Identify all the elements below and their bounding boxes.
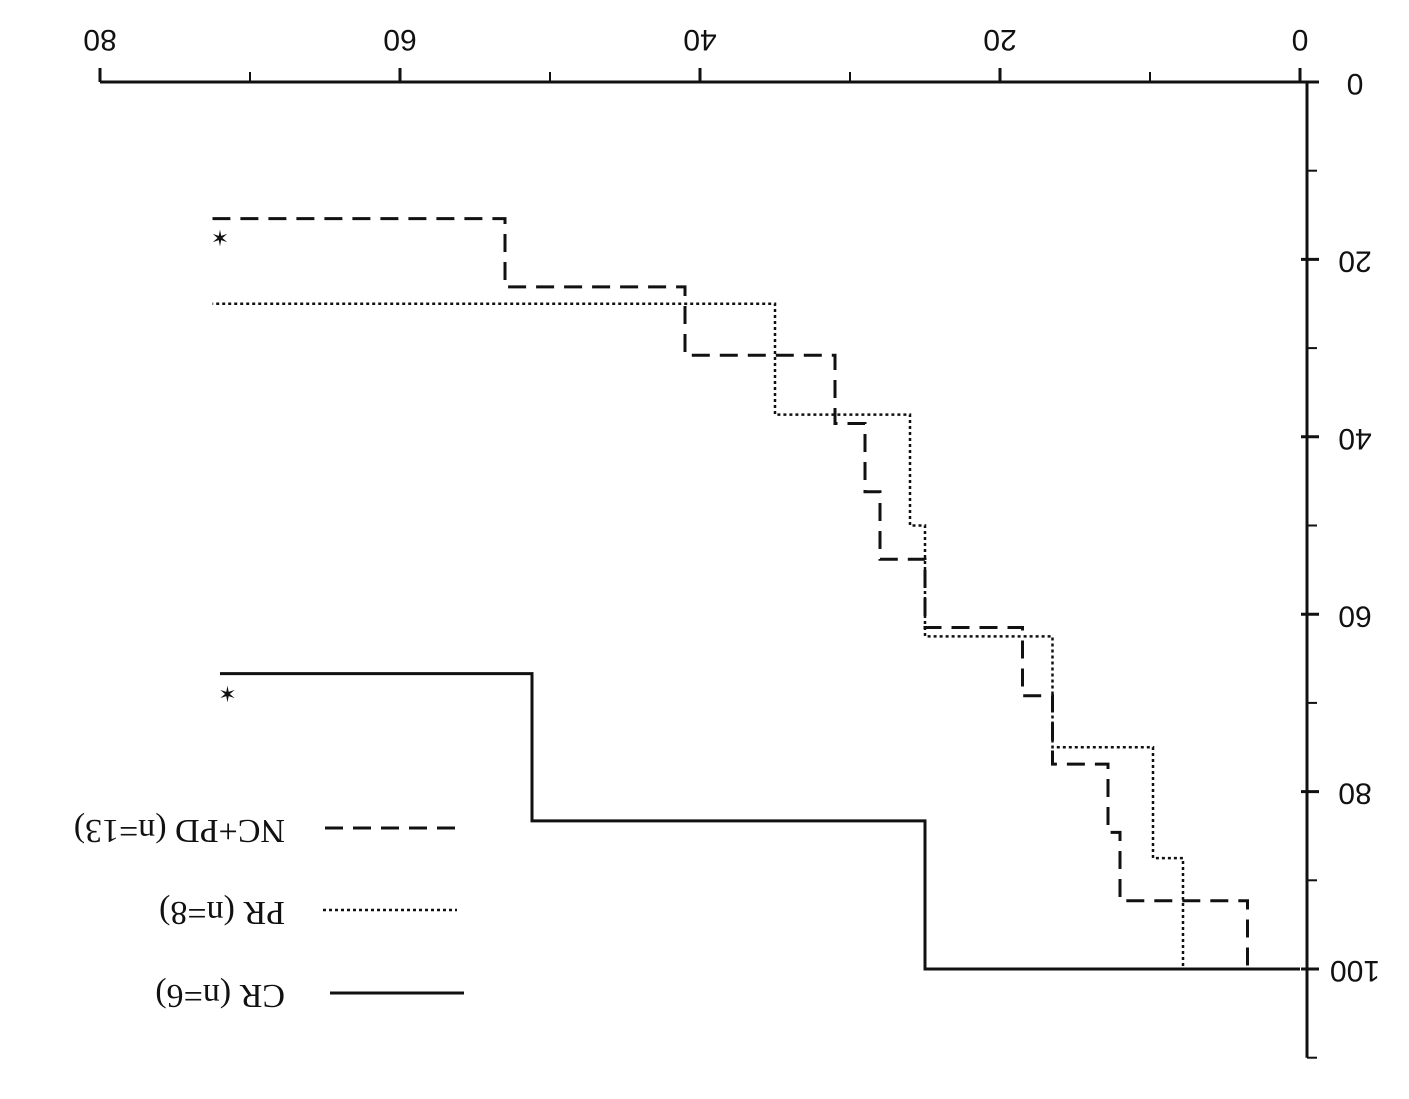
x-tick-label: 20: [983, 23, 1016, 56]
x-tick-label: 80: [83, 23, 116, 56]
legend-label: PR (n=8): [159, 894, 285, 931]
series-line-dashed: [212, 217, 1300, 971]
series-line-dotted: [212, 302, 1300, 971]
y-tick-label: 40: [1338, 422, 1371, 455]
axes-layer: 0 20 40 60 80 0 20 40 60 80 100: [83, 23, 1380, 1059]
y-tick-label: 100: [1330, 954, 1380, 987]
censor-mark: ✶: [211, 227, 229, 252]
y-tick-label: 20: [1338, 244, 1371, 277]
y-tick-label: 60: [1338, 599, 1371, 632]
censor-mark: ✶: [218, 683, 236, 708]
x-tick-label: 40: [683, 23, 716, 56]
legend-label: CR (n=6): [155, 977, 285, 1014]
legend: NC+PD (n=13) PR (n=8) CR (n=6): [74, 812, 464, 1014]
x-tick-label: 0: [1292, 23, 1309, 56]
y-tick-label: 0: [1347, 67, 1364, 100]
x-tick-label: 60: [383, 23, 416, 56]
series-line-solid: [220, 672, 1300, 971]
legend-label: NC+PD (n=13): [74, 812, 285, 849]
y-tick-label: 80: [1338, 777, 1371, 810]
series-layer: ✶✶: [211, 217, 1300, 971]
